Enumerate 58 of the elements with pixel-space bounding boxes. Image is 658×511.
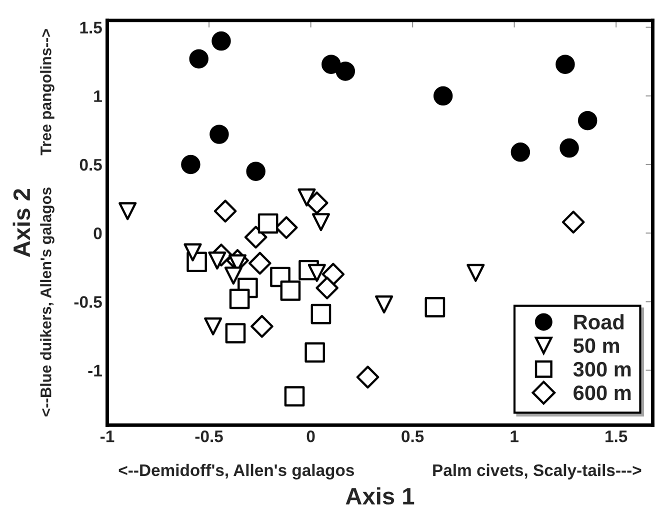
y-tick-label: 1.5 xyxy=(80,22,102,34)
point xyxy=(316,276,338,300)
point xyxy=(556,54,575,74)
point xyxy=(322,54,341,74)
legend-label: 50 m xyxy=(573,338,620,354)
point xyxy=(246,162,266,181)
point xyxy=(184,243,202,262)
legend-label: 600 m xyxy=(574,385,631,400)
point xyxy=(229,288,250,310)
point xyxy=(578,110,598,130)
point xyxy=(562,210,585,234)
point xyxy=(224,266,242,285)
point xyxy=(181,154,200,174)
legend-label: Road xyxy=(574,314,624,330)
text: Tree pangolins--> xyxy=(40,29,54,156)
point xyxy=(560,138,579,158)
point xyxy=(336,62,356,81)
point xyxy=(214,200,237,223)
point xyxy=(210,124,229,144)
point xyxy=(250,314,274,338)
point xyxy=(189,49,208,68)
y-tick-label: -1 xyxy=(88,364,102,376)
point xyxy=(424,297,446,318)
x-tick-label: 1.5 xyxy=(606,430,628,442)
point xyxy=(466,264,485,282)
y-axis-title: Axis 2 xyxy=(12,188,30,257)
text: Palm civets, Scaly-tails---> xyxy=(433,464,642,480)
y-tick-label: 0 xyxy=(94,227,102,240)
point xyxy=(375,295,394,314)
point xyxy=(284,386,305,407)
point xyxy=(212,31,231,51)
y-tick-label: -0.5 xyxy=(74,296,102,308)
point xyxy=(304,342,326,363)
point xyxy=(280,280,301,301)
point xyxy=(208,251,226,270)
text: <--Blue duikers, Allen's galagos xyxy=(40,188,54,416)
x-axis-title: Axis 1 xyxy=(346,487,414,505)
point xyxy=(244,226,268,249)
point xyxy=(248,252,272,275)
x-tick-label: 0 xyxy=(306,430,315,442)
point xyxy=(433,86,453,106)
point xyxy=(118,202,137,220)
legend-label: 300 m xyxy=(573,362,631,377)
point xyxy=(258,213,278,234)
y-tick-label: 1 xyxy=(94,90,102,102)
y-tick-label: 0.5 xyxy=(80,158,102,171)
point xyxy=(308,264,326,282)
point xyxy=(204,317,222,336)
x-tick-label: 1 xyxy=(510,430,518,442)
point xyxy=(310,304,332,324)
x-tick-label: -0.5 xyxy=(195,430,223,442)
point xyxy=(225,323,246,344)
x-tick-label: 0.5 xyxy=(402,430,424,442)
point xyxy=(510,142,530,162)
point xyxy=(312,213,330,232)
text: <--Demidoff's, Allen's galagos xyxy=(118,464,354,480)
point xyxy=(298,188,316,206)
point xyxy=(356,366,380,389)
